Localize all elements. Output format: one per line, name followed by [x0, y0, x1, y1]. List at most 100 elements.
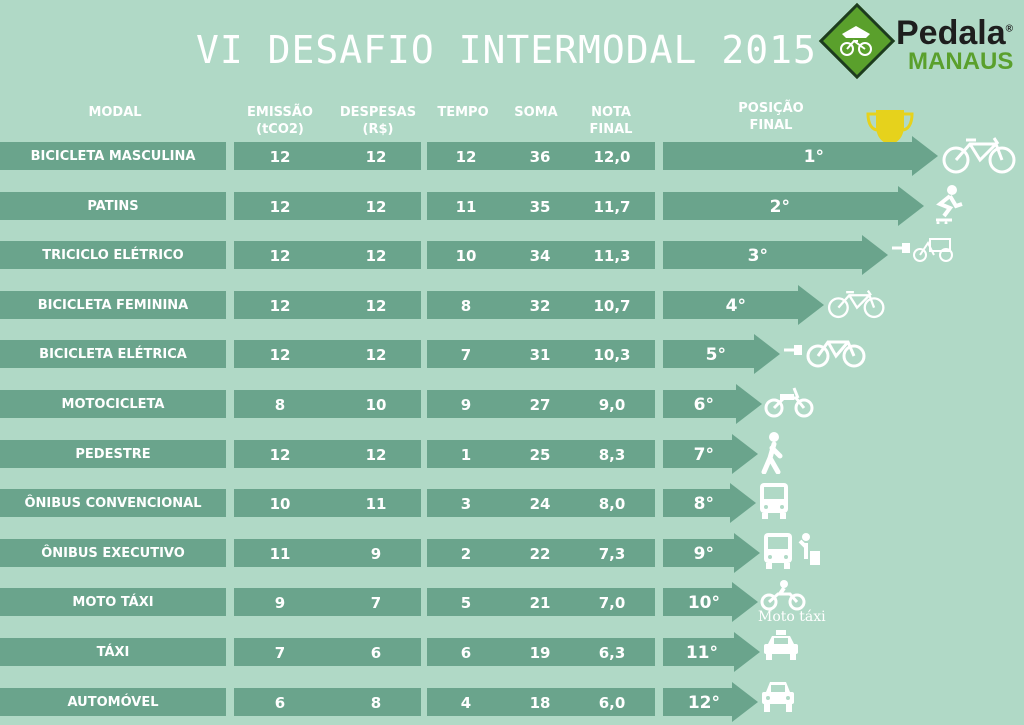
pedala-manaus-logo: Pedala® MANAUS	[818, 2, 1022, 80]
modal-name: BICICLETA MASCULINA	[30, 149, 196, 164]
row-band-segment	[427, 638, 655, 666]
nota-value: 11,3	[593, 247, 631, 266]
taxi-icon	[762, 630, 800, 666]
modal-name: BICICLETA ELÉTRICA	[39, 347, 187, 363]
logo-word-manaus: MANAUS	[908, 48, 1014, 75]
nota-value: 12,0	[593, 148, 631, 166]
nota-value: 9,0	[598, 396, 626, 414]
table-row: BICICLETA FEMININA 12 12 8 32 10,7 4°	[0, 284, 1024, 325]
car-icon	[760, 680, 796, 718]
row-band-segment	[234, 638, 421, 666]
soma-value: 21	[529, 594, 551, 613]
soma-value: 34	[529, 247, 551, 266]
table-row: ÔNIBUS CONVENCIONAL 10 11 3 24 8,0 8°	[0, 483, 1024, 524]
row-band-segment	[234, 142, 421, 170]
modal-name: AUTOMÓVEL	[67, 694, 159, 710]
emissao-value: 12	[269, 197, 291, 216]
row-band-segment	[427, 142, 655, 170]
row-band-segment	[234, 340, 421, 369]
despesas-value: 12	[365, 247, 387, 266]
position-value: 1°	[803, 147, 824, 167]
position-value: 10°	[687, 593, 720, 614]
row-band-segment	[427, 538, 655, 567]
emissao-value: 6	[274, 693, 286, 712]
table-row: AUTOMÓVEL 6 8 4 18 6,0 12°	[0, 681, 1024, 722]
bicycle-icon	[826, 283, 888, 327]
row-band-segment	[0, 489, 226, 518]
nota-value: 6,0	[598, 693, 626, 712]
tempo-value: 12	[455, 148, 477, 166]
header-emissao: EMISSÃO (tCO2)	[247, 105, 313, 137]
despesas-value: 12	[365, 296, 387, 315]
tempo-value: 2	[460, 544, 472, 563]
row-band-segment	[427, 390, 655, 418]
executive-bus-icon	[762, 531, 824, 575]
tempo-value: 1	[460, 445, 472, 464]
nota-value: 10,7	[593, 296, 631, 315]
despesas-value: 10	[365, 396, 387, 414]
position-value: 7°	[693, 444, 714, 465]
row-band-segment	[234, 390, 421, 418]
modal-name: PATINS	[87, 198, 139, 214]
position-value: 3°	[747, 246, 768, 267]
emissao-value: 7	[274, 644, 286, 662]
position-value: 4°	[725, 295, 746, 316]
tempo-value: 7	[460, 346, 472, 365]
table-row: PATINS 12 12 11 35 11,7 2°	[0, 184, 1024, 226]
modal-name: TÁXI	[96, 645, 130, 660]
row-band-segment	[427, 241, 655, 270]
table-row: MOTOCICLETA 8 10 9 27 9,0 6°	[0, 384, 1024, 424]
position-value: 6°	[693, 395, 714, 415]
row-band-segment	[0, 687, 226, 716]
row-band-segment	[234, 191, 421, 220]
despesas-value: 8	[370, 693, 382, 712]
logo-word-pedala: Pedala®	[896, 14, 1013, 52]
modal-name: TRICICLO ELÉTRICO	[42, 248, 184, 264]
position-value: 12°	[687, 692, 720, 713]
row-band-segment	[234, 687, 421, 716]
tempo-value: 10	[455, 247, 477, 266]
header-posicao-final: POSIÇÃO FINAL	[738, 101, 804, 133]
emissao-value: 12	[269, 346, 291, 365]
nota-value: 10,3	[593, 346, 631, 365]
soma-value: 36	[529, 148, 551, 166]
tempo-value: 4	[460, 693, 472, 712]
soma-value: 22	[529, 544, 551, 563]
nota-value: 6,3	[598, 644, 626, 662]
despesas-value: 9	[370, 544, 382, 563]
table-row: ÔNIBUS EXECUTIVO 11 9 2 22 7,3 9°	[0, 532, 1024, 573]
tempo-value: 6	[460, 644, 472, 662]
header-despesas: DESPESAS (R$)	[339, 105, 417, 137]
row-band-segment	[0, 340, 226, 369]
modal-name: MOTOCICLETA	[61, 397, 165, 412]
table-row: TÁXI 7 6 6 19 6,3 11°	[0, 630, 1024, 672]
soma-value: 18	[529, 693, 551, 712]
page-title: VI DESAFIO INTERMODAL 2015	[196, 28, 817, 72]
nota-value: 8,3	[598, 445, 626, 464]
emissao-value: 12	[269, 148, 291, 166]
table-row: MOTO TÁXI 9 7 5 21 7,0 10°	[0, 580, 1024, 623]
position-value: 5°	[705, 345, 726, 366]
table-row: PEDESTRE 12 12 1 25 8,3 7°	[0, 431, 1024, 475]
header-soma: SOMA	[514, 105, 558, 120]
logo-bicycle-icon	[840, 26, 872, 56]
row-band-segment	[0, 142, 226, 170]
header-nota-final: NOTA FINAL	[589, 105, 633, 137]
despesas-value: 12	[365, 197, 387, 216]
position-value: 8°	[693, 494, 714, 515]
row-band-segment	[427, 290, 655, 319]
pedestrian-icon	[760, 431, 786, 478]
row-band-segment	[234, 290, 421, 319]
row-band-segment	[427, 687, 655, 716]
soma-value: 24	[529, 495, 551, 514]
row-band-segment	[0, 439, 226, 468]
nota-value: 7,3	[598, 544, 626, 563]
soma-value: 35	[529, 197, 551, 216]
moto-taxi-label: Moto táxi	[758, 609, 826, 625]
modal-name: BICICLETA FEMININA	[37, 297, 189, 313]
tempo-value: 5	[460, 594, 472, 613]
row-band-segment	[234, 538, 421, 567]
soma-value: 19	[529, 644, 551, 662]
row-band-segment	[234, 439, 421, 468]
row-band-segment	[0, 638, 226, 666]
